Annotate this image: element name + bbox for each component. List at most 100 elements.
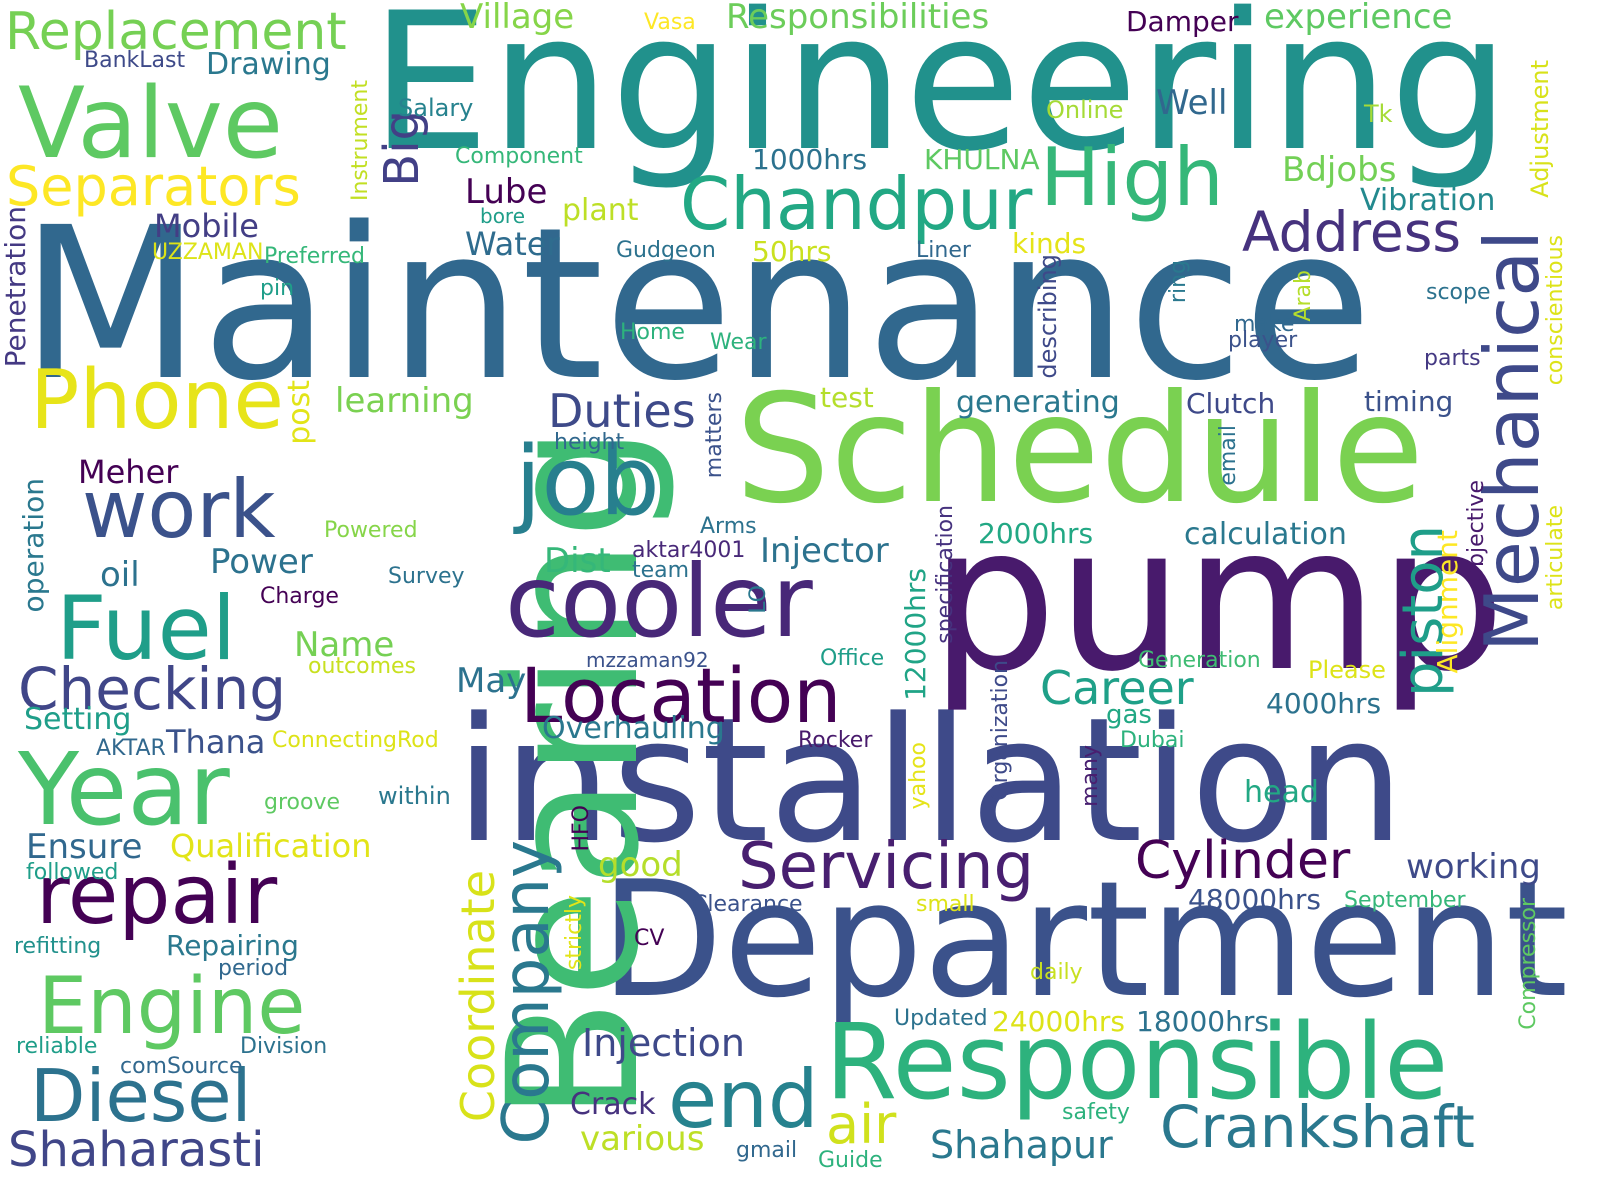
word: AKTAR	[96, 736, 166, 761]
word: Shaharasti	[8, 1122, 265, 1178]
word: refitting	[14, 934, 102, 959]
word: Tk	[1364, 100, 1393, 128]
word: Fuel	[56, 577, 237, 680]
word: pump	[930, 483, 1506, 716]
word: test	[820, 381, 874, 414]
word: Thana	[166, 723, 266, 761]
word: ConnectingRod	[272, 728, 439, 753]
word: Maintenance	[20, 182, 1373, 427]
word: Alignment	[1431, 530, 1464, 674]
word: UZZAMAN	[152, 240, 264, 265]
word: Arms	[700, 514, 757, 539]
word: Organization	[988, 660, 1013, 801]
word: Arab	[1291, 270, 1316, 322]
word: daily	[1030, 960, 1083, 985]
word: Repairing	[166, 929, 299, 962]
word: Engine	[38, 962, 306, 1052]
word: Servicing	[738, 830, 1035, 904]
word: describing	[1034, 254, 1062, 379]
word: Chandpur	[680, 162, 1033, 246]
word: Address	[1242, 200, 1462, 264]
word: specification	[933, 505, 958, 644]
word: oil	[100, 555, 140, 595]
word: Name	[294, 625, 395, 665]
word: Diesel	[30, 1054, 252, 1138]
word: many	[1078, 745, 1103, 807]
word: good	[598, 845, 683, 885]
word: aktar4001	[632, 538, 746, 563]
word: Compressor	[1516, 898, 1541, 1030]
word: Responsible	[825, 1001, 1449, 1123]
word: Duties	[548, 384, 696, 438]
word: installation	[455, 680, 1405, 881]
word: outcomes	[308, 654, 417, 679]
word: Component	[455, 144, 583, 169]
word: Shahapur	[930, 1123, 1113, 1167]
word: Vibration	[1360, 183, 1496, 218]
word: player	[1228, 328, 1298, 353]
word: height	[554, 430, 625, 455]
word: Injector	[760, 531, 889, 571]
word: comSource	[120, 1054, 243, 1079]
word: Crack	[570, 1087, 656, 1122]
word: Survey	[388, 564, 465, 589]
word: 48000hrs	[1188, 883, 1321, 916]
word: Bdjobs	[1282, 150, 1397, 190]
word: learning	[335, 381, 474, 421]
word: Office	[820, 646, 885, 671]
word: Rocker	[798, 728, 873, 753]
word: Water	[465, 225, 560, 263]
word: matters	[702, 392, 727, 479]
word: plant	[562, 193, 639, 228]
word: Objective	[1464, 480, 1489, 585]
word: Schedule	[735, 363, 1425, 537]
word: gmail	[736, 1138, 798, 1163]
word: Checking	[18, 655, 287, 723]
word: Career	[1040, 661, 1194, 715]
word: Adjustment	[1526, 60, 1554, 198]
word: Ensure	[26, 827, 143, 867]
word: Division	[240, 1034, 328, 1059]
word: Home	[620, 320, 685, 345]
word: Dubai	[1120, 728, 1185, 753]
word: Damper	[1126, 5, 1239, 38]
word: Preferred	[264, 244, 365, 269]
word: head	[1244, 775, 1319, 810]
word: Updated	[894, 1006, 988, 1031]
word: articulate	[1543, 505, 1568, 611]
word: repair	[36, 848, 278, 943]
word: 1000hrs	[752, 143, 868, 176]
word: KHULNA	[924, 143, 1040, 176]
word: gas	[1106, 700, 1152, 730]
word: various	[580, 1119, 705, 1159]
word: Engineering	[370, 0, 1510, 193]
word: make	[1234, 312, 1295, 337]
word: Vasa	[644, 10, 696, 35]
word: Coordinate	[451, 870, 505, 1123]
word: CV	[634, 926, 665, 951]
word: work	[82, 463, 276, 556]
word: Salary	[398, 94, 474, 122]
word: BankLast	[84, 48, 186, 73]
word: team	[632, 558, 690, 583]
word: mzzaman92	[586, 648, 709, 672]
word: 18000hrs	[1136, 1005, 1269, 1038]
word: Gudgeon	[616, 238, 716, 263]
word: 24000hrs	[992, 1005, 1125, 1038]
word: LO	[746, 585, 771, 614]
word: period	[218, 956, 289, 981]
word: Penetration	[0, 206, 32, 368]
word: Qualification	[170, 827, 372, 865]
word: kinds	[1012, 227, 1087, 260]
word: post	[282, 380, 317, 445]
word: 4000hrs	[1266, 687, 1382, 720]
word: HFO	[569, 805, 594, 852]
word: Injection	[582, 1021, 745, 1065]
word: Year	[18, 731, 230, 848]
word: Mobile	[154, 207, 259, 245]
word: Clutch	[1186, 387, 1276, 420]
word: reliable	[16, 1034, 98, 1059]
word: Valve	[18, 67, 284, 181]
word: Well	[1156, 83, 1228, 123]
word: Instrument	[348, 80, 373, 202]
